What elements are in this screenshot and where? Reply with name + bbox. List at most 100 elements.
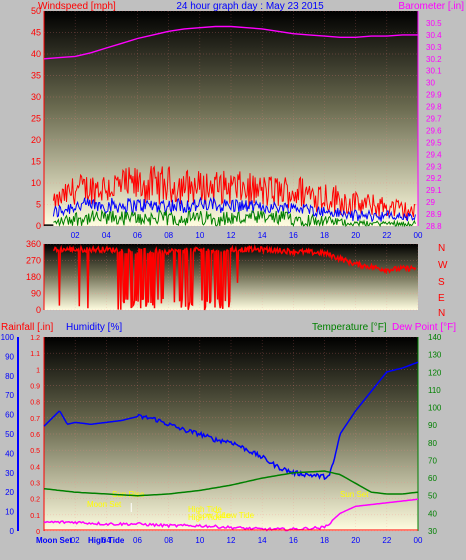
top-x-tick-label: 08 xyxy=(164,231,173,240)
windspeed-tick-label: 50 xyxy=(31,6,41,16)
barometer-tick-label: 29.5 xyxy=(426,138,442,147)
temperature-tick-label: 110 xyxy=(428,386,441,395)
barometer-tick-label: 28.8 xyxy=(426,222,442,231)
rainfall-tick-label: 1 xyxy=(36,367,40,374)
bottom-x-tick-label: 14 xyxy=(258,536,267,545)
moon-set-bottom-label: Moon Set xyxy=(36,536,72,545)
wind-direction-series-line xyxy=(52,244,417,311)
compass-s: S xyxy=(438,277,445,288)
rainfall-tick-label: 1.2 xyxy=(30,335,40,342)
top-x-tick-label: 04 xyxy=(102,231,111,240)
barometer-tick-label: 29.4 xyxy=(426,150,442,159)
humidity-series-line xyxy=(43,361,419,481)
temperature-tick-label: 60 xyxy=(428,474,437,483)
barometer-series-line xyxy=(43,25,418,60)
humidity-tick-label: 0 xyxy=(10,527,15,536)
barometer-tick-label: 29.9 xyxy=(426,91,442,100)
barometer-tick-label: 30.2 xyxy=(426,55,442,64)
humidity-tick-label: 80 xyxy=(5,372,14,381)
top-x-tick-label: 16 xyxy=(289,231,298,240)
graph-title: 24 hour graph day : May 23 2015 xyxy=(176,1,324,12)
humidity-tick-label: 70 xyxy=(5,391,14,400)
barometer-tick-label: 30.1 xyxy=(426,67,442,76)
bottom-x-tick-label: 06 xyxy=(133,536,142,545)
windspeed-tick-label: 10 xyxy=(31,178,41,188)
barometer-tick-label: 30 xyxy=(426,79,435,88)
barometer-tick-label: 29.3 xyxy=(426,162,442,171)
temperature-tick-label: 100 xyxy=(428,404,442,413)
bottom-x-tick-label: 22 xyxy=(382,536,391,545)
wind-min-series-line xyxy=(53,209,416,228)
windspeed-tick-label: 25 xyxy=(31,114,41,124)
humidity-tick-label: 30 xyxy=(5,469,14,478)
rainfall-tick-label: 0.7 xyxy=(30,416,40,423)
compass-e: E xyxy=(438,293,445,304)
barometer-tick-label: 29 xyxy=(426,198,435,207)
temperature-tick-label: 40 xyxy=(428,509,437,518)
barometer-title: Barometer [.in] xyxy=(398,1,464,12)
humidity-tick-label: 100 xyxy=(1,333,15,342)
humidity-tick-label: 20 xyxy=(5,488,14,497)
bottom-x-tick-label: 02 xyxy=(71,536,80,545)
top-x-tick-label: 02 xyxy=(71,231,80,240)
barometer-tick-label: 29.8 xyxy=(426,103,442,112)
sun-set-label: Sun Set xyxy=(340,490,369,499)
windspeed-tick-label: 40 xyxy=(31,49,41,59)
humidity-title: Humidity [%] xyxy=(66,322,122,333)
dewpoint-title: Dew Point [°F] xyxy=(392,322,456,333)
top-x-tick-label: 06 xyxy=(133,231,142,240)
bottom-x-tick-label: 00 xyxy=(414,536,423,545)
top-x-tick-label: 00 xyxy=(414,231,423,240)
bottom-x-tick-label: 16 xyxy=(289,536,298,545)
bottom-x-tick-label: 20 xyxy=(351,536,360,545)
bottom-x-tick-label: 04 xyxy=(102,536,111,545)
temperature-tick-label: 80 xyxy=(428,439,437,448)
top-x-tick-label: 18 xyxy=(320,231,329,240)
rainfall-tick-label: 0.9 xyxy=(30,384,40,391)
wind-low-series-line xyxy=(52,196,416,223)
temperature-tick-label: 70 xyxy=(428,456,437,465)
compass-w: W xyxy=(438,260,448,271)
windspeed-title: Windspeed [mph] xyxy=(38,1,116,12)
rainfall-tick-label: 0.4 xyxy=(30,464,40,471)
bottom-x-tick-label: 12 xyxy=(227,536,236,545)
temperature-tick-label: 50 xyxy=(428,492,437,501)
humidity-tick-label: 40 xyxy=(5,449,14,458)
top-x-tick-label: 12 xyxy=(227,231,236,240)
rainfall-title: Rainfall [.in] xyxy=(1,322,53,333)
top-x-tick-label: 20 xyxy=(351,231,360,240)
windspeed-tick-label: 0 xyxy=(36,221,41,231)
high-tide-label: High Tide xyxy=(188,505,222,514)
direction-tick-label: 0 xyxy=(36,305,41,315)
top-x-tick-label: 10 xyxy=(195,231,204,240)
barometer-tick-label: 29.6 xyxy=(426,126,442,135)
barometer-tick-label: 30.4 xyxy=(426,31,442,40)
temperature-tick-label: 140 xyxy=(428,333,442,342)
direction-tick-label: 360 xyxy=(26,239,41,249)
rainfall-tick-label: 0.2 xyxy=(30,497,40,504)
windspeed-tick-label: 45 xyxy=(31,28,41,38)
rainfall-tick-label: 1.1 xyxy=(30,351,40,358)
windspeed-tick-label: 20 xyxy=(31,135,41,145)
temperature-tick-label: 90 xyxy=(428,421,437,430)
windspeed-tick-label: 35 xyxy=(31,71,41,81)
rainfall-tick-label: 0.6 xyxy=(30,432,40,439)
barometer-tick-label: 28.9 xyxy=(426,210,442,219)
humidity-tick-label: 90 xyxy=(5,352,14,361)
compass-n-bottom: N xyxy=(438,308,445,319)
temperature-series-line xyxy=(43,470,419,497)
bottom-x-tick-label: 08 xyxy=(164,536,173,545)
rainfall-tick-label: 0.8 xyxy=(30,400,40,407)
bottom-x-tick-label: 10 xyxy=(195,536,204,545)
low-tide-label-2: Low Tide xyxy=(222,511,255,520)
direction-tick-label: 180 xyxy=(26,272,41,282)
barometer-tick-label: 30.5 xyxy=(426,19,442,28)
barometer-tick-label: 29.2 xyxy=(426,174,442,183)
windspeed-series-line xyxy=(52,165,416,221)
compass-n-top: N xyxy=(438,243,445,254)
barometer-tick-label: 29.1 xyxy=(426,186,442,195)
top-x-tick-label: 22 xyxy=(382,231,391,240)
humidity-tick-label: 50 xyxy=(5,430,14,439)
moon-set-label: Moon Set xyxy=(87,500,122,509)
